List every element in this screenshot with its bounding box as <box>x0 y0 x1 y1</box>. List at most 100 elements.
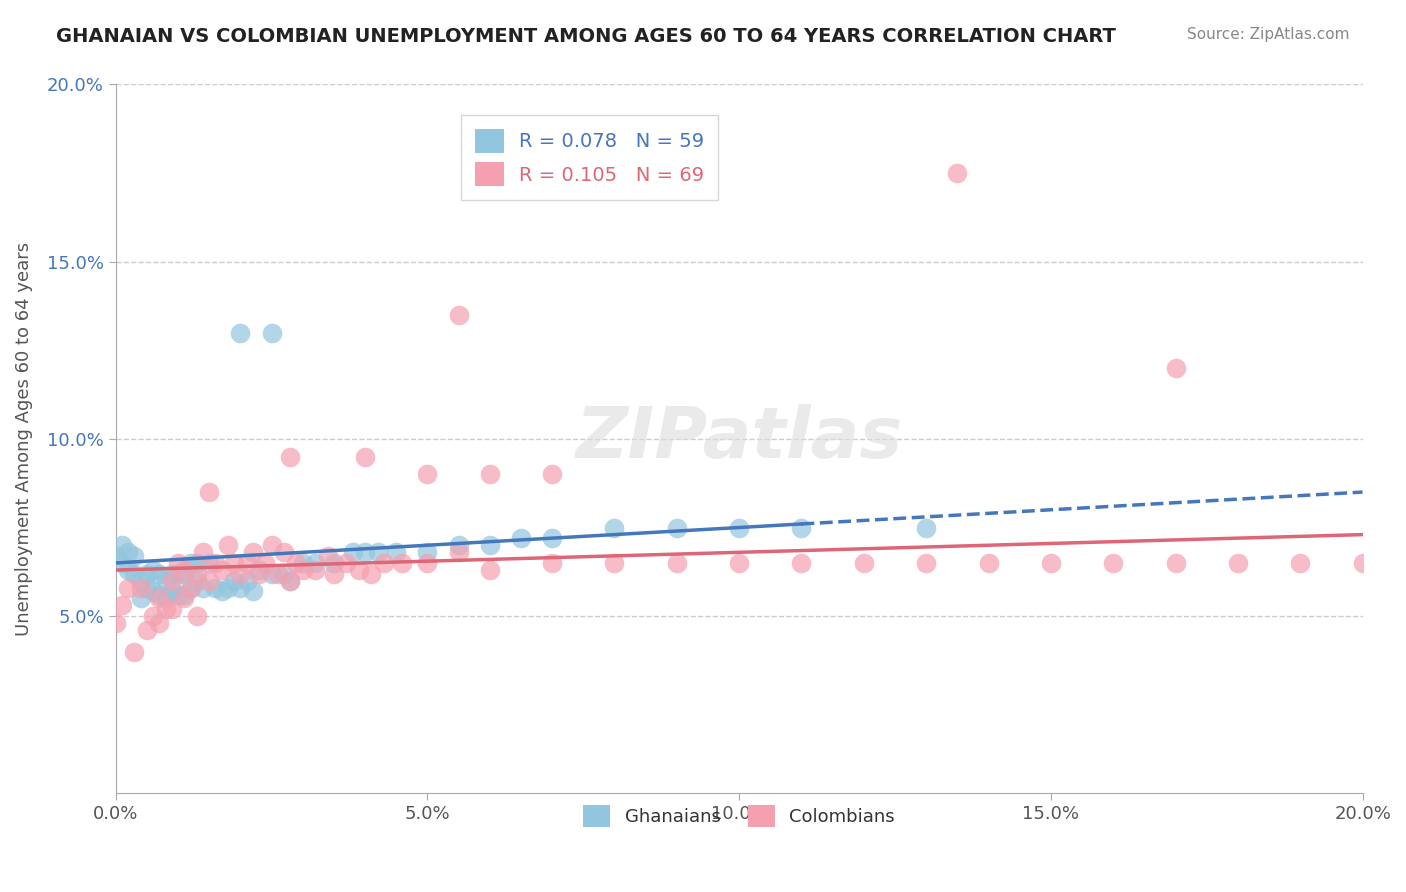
Point <box>179 581 201 595</box>
Point <box>135 581 157 595</box>
Point <box>1102 556 1125 570</box>
Point <box>148 566 170 581</box>
Point <box>186 556 208 570</box>
Point <box>124 644 146 658</box>
Point <box>135 566 157 581</box>
Point <box>946 166 969 180</box>
Point <box>347 563 370 577</box>
Point <box>198 485 221 500</box>
Point <box>416 467 439 482</box>
Point <box>367 545 389 559</box>
Point <box>291 556 314 570</box>
Point <box>278 450 301 464</box>
Point <box>852 556 875 570</box>
Point <box>247 566 270 581</box>
Y-axis label: Unemployment Among Ages 60 to 64 years: Unemployment Among Ages 60 to 64 years <box>15 242 32 636</box>
Point <box>148 591 170 606</box>
Text: GHANAIAN VS COLOMBIAN UNEMPLOYMENT AMONG AGES 60 TO 64 YEARS CORRELATION CHART: GHANAIAN VS COLOMBIAN UNEMPLOYMENT AMONG… <box>56 27 1116 45</box>
Point <box>111 599 134 613</box>
Point <box>173 563 195 577</box>
Point <box>322 566 344 581</box>
Point <box>155 591 177 606</box>
Point <box>148 588 170 602</box>
Point <box>104 616 127 631</box>
Point <box>385 545 408 559</box>
Point <box>447 308 470 322</box>
Point <box>229 566 252 581</box>
Point <box>129 574 152 588</box>
Point <box>541 531 564 545</box>
Point <box>211 584 233 599</box>
Point <box>391 556 413 570</box>
Point <box>198 574 221 588</box>
Point <box>167 588 190 602</box>
Point <box>148 616 170 631</box>
Point <box>260 566 283 581</box>
Point <box>304 556 326 570</box>
Point <box>273 566 295 581</box>
Point <box>335 556 357 570</box>
Point <box>179 556 201 570</box>
Point <box>915 520 938 534</box>
Point <box>160 566 183 581</box>
Point <box>117 563 139 577</box>
Text: Source: ZipAtlas.com: Source: ZipAtlas.com <box>1187 27 1350 42</box>
Point <box>186 574 208 588</box>
Point <box>278 574 301 588</box>
Point <box>1039 556 1062 570</box>
Point <box>541 556 564 570</box>
Point <box>322 556 344 570</box>
Point <box>124 566 146 581</box>
Point <box>1164 361 1187 376</box>
Point <box>354 545 377 559</box>
Point <box>267 566 290 581</box>
Point <box>447 538 470 552</box>
Point <box>278 574 301 588</box>
Point <box>204 556 226 570</box>
Point <box>173 591 195 606</box>
Point <box>104 549 127 563</box>
Point <box>229 581 252 595</box>
Point <box>211 563 233 577</box>
Point <box>790 556 813 570</box>
Point <box>360 566 382 581</box>
Point <box>260 326 283 340</box>
Point <box>111 538 134 552</box>
Point <box>416 545 439 559</box>
Point <box>179 581 201 595</box>
Point <box>541 467 564 482</box>
Point <box>242 584 264 599</box>
Point <box>129 581 152 595</box>
Point <box>254 556 277 570</box>
Point <box>478 467 501 482</box>
Point <box>603 520 626 534</box>
Point <box>142 584 165 599</box>
Point <box>447 545 470 559</box>
Point <box>603 556 626 570</box>
Point <box>915 556 938 570</box>
Point <box>160 602 183 616</box>
Point <box>224 574 246 588</box>
Point <box>478 538 501 552</box>
Point <box>790 520 813 534</box>
Point <box>186 609 208 624</box>
Point <box>273 545 295 559</box>
Point <box>204 581 226 595</box>
Point <box>665 556 688 570</box>
Point <box>247 563 270 577</box>
Point <box>217 538 239 552</box>
Point <box>316 549 339 563</box>
Point <box>217 581 239 595</box>
Point <box>186 566 208 581</box>
Point <box>242 545 264 559</box>
Point <box>1164 556 1187 570</box>
Point <box>142 609 165 624</box>
Point <box>342 545 364 559</box>
Point <box>260 538 283 552</box>
Point <box>135 624 157 638</box>
Point <box>354 450 377 464</box>
Point <box>285 556 308 570</box>
Point <box>160 584 183 599</box>
Point <box>173 588 195 602</box>
Point <box>977 556 1000 570</box>
